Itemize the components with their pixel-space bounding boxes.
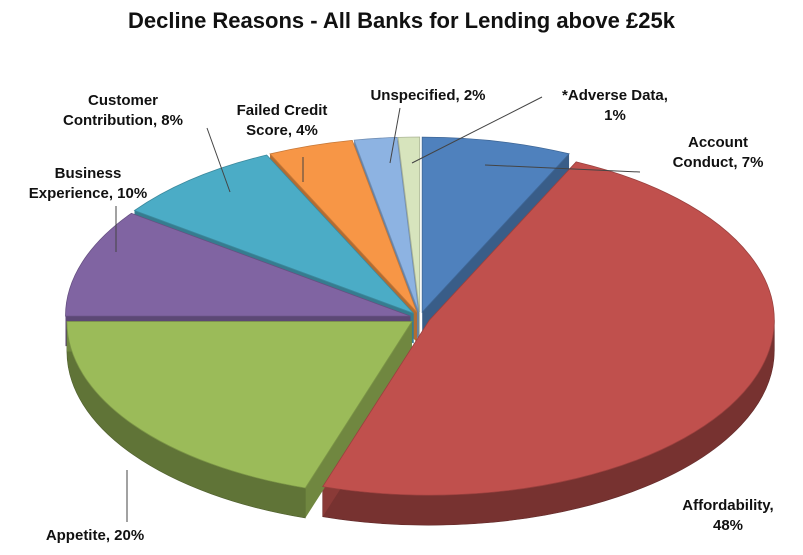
- slice-failed-credit-score: [269, 139, 418, 313]
- slice-adverse-data: [397, 136, 421, 313]
- label-line-customer-contribution-1: Contribution, 8%: [63, 112, 183, 129]
- chart-title: Decline Reasons - All Banks for Lending …: [128, 8, 675, 33]
- label-line-failed-credit-score-0: Failed Credit: [237, 102, 328, 119]
- label-line-account-conduct-1: Conduct, 7%: [673, 154, 764, 171]
- label-account-conduct: Account Conduct, 7%: [673, 134, 764, 171]
- slice-unspecified: [353, 136, 420, 313]
- label-line-unspecified-0: Unspecified, 2%: [370, 87, 485, 104]
- leader-line-unspecified: [389, 107, 401, 164]
- label-customer-contribution: Customer Contribution, 8%: [63, 92, 183, 129]
- slice-labels: Account Conduct, 7% Affordability, 48% Appet…: [29, 87, 774, 544]
- leader-lines: [115, 96, 641, 522]
- label-line-affordability-0: Affordability,: [682, 497, 773, 514]
- label-line-business-experience-0: Business: [55, 165, 122, 182]
- slice-customer-contribution: [133, 154, 414, 314]
- label-line-affordability-1: 48%: [713, 517, 743, 534]
- slice-business-experience: [65, 212, 411, 317]
- label-line-adverse-data-0: *Adverse Data,: [562, 87, 668, 104]
- leader-line-customer-contribution: [206, 127, 231, 193]
- label-line-appetite-0: Appetite, 20%: [46, 527, 144, 544]
- slice-appetite: [66, 321, 413, 489]
- leader-line-account-conduct: [484, 164, 641, 173]
- label-unspecified: Unspecified, 2%: [370, 87, 485, 104]
- label-appetite: Appetite, 20%: [46, 527, 144, 544]
- leader-line-adverse-data: [411, 96, 543, 164]
- label-affordability: Affordability, 48%: [682, 497, 773, 534]
- label-line-failed-credit-score-1: Score, 4%: [246, 122, 318, 139]
- label-adverse-data: *Adverse Data, 1%: [562, 87, 668, 124]
- label-failed-credit-score: Failed Credit Score, 4%: [237, 102, 328, 139]
- label-line-account-conduct-0: Account: [688, 134, 748, 151]
- label-line-adverse-data-1: 1%: [604, 107, 626, 124]
- slice-affordability: [322, 161, 775, 496]
- label-line-business-experience-1: Experience, 10%: [29, 185, 147, 202]
- label-business-experience: Business Experience, 10%: [29, 165, 147, 202]
- slice-wall-appetite-0: [305, 321, 412, 518]
- pie-tops: [65, 136, 775, 496]
- slice-account-conduct: [421, 136, 570, 314]
- label-line-customer-contribution-0: Customer: [88, 92, 158, 109]
